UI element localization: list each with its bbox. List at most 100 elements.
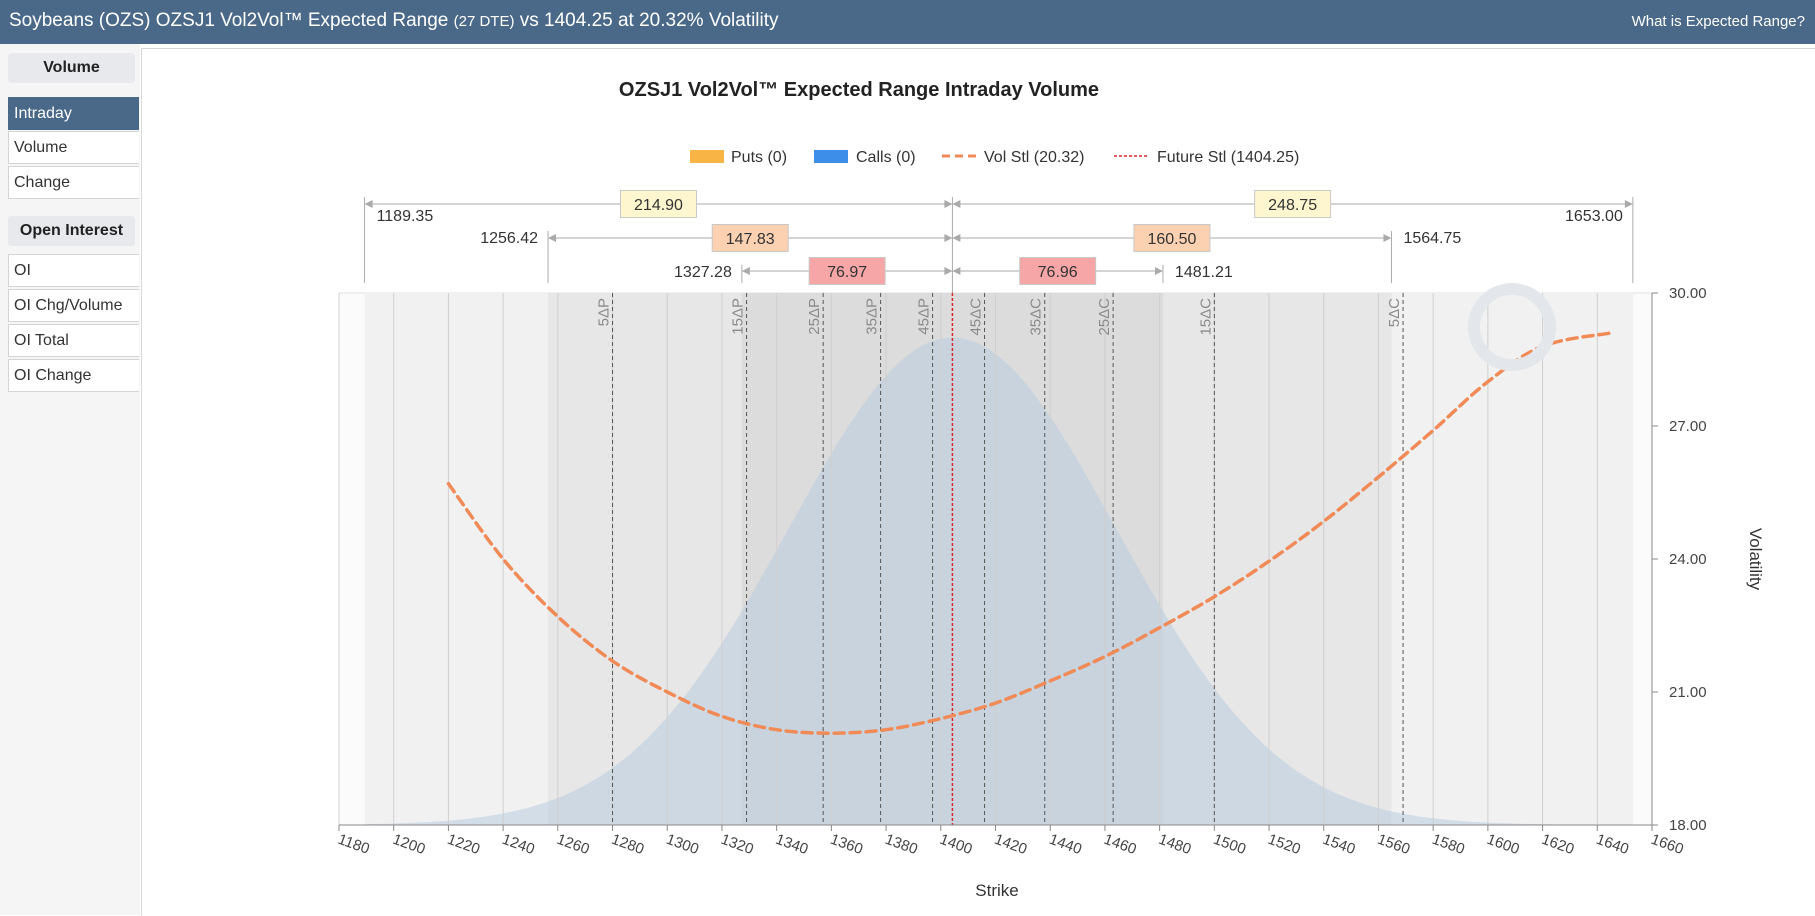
sidebar-item-oi[interactable]: OI: [8, 254, 139, 287]
legend-label-puts: Puts (0): [731, 149, 787, 166]
watermark-logo: [1468, 283, 1556, 371]
range-down-box: [808, 257, 886, 285]
range-arrow-right: [1383, 234, 1392, 242]
x-tick-label: 1560: [1375, 831, 1412, 858]
delta-label: 15ΔC: [1197, 298, 1214, 336]
legend-swatch-puts: [690, 150, 724, 163]
y-tick-label: 18.00: [1669, 817, 1707, 834]
range-high-label-3: 1481.21: [1175, 264, 1233, 281]
title-dte: (27 DTE): [453, 13, 515, 30]
range-up-box: [1254, 190, 1332, 218]
y-axis-label: Volatility: [1746, 528, 1765, 591]
title-main: Soybeans (OZS) OZSJ1 Vol2Vol™ Expected R…: [9, 10, 449, 31]
delta-label: 5ΔC: [1386, 298, 1403, 327]
range-arrow-left: [364, 200, 373, 208]
y-tick-label: 30.00: [1669, 285, 1707, 302]
range-up-value: 160.50: [1147, 231, 1196, 248]
range-arrow-center-left: [944, 267, 953, 275]
legend-label-vol-stl: Vol Stl (20.32): [984, 149, 1085, 166]
sidebar: Volume Intraday Volume Change Open Inter…: [0, 44, 140, 915]
sidebar-item-oi-change[interactable]: OI Change: [8, 359, 139, 392]
range-arrow-left: [548, 234, 557, 242]
title-rest: vs 1404.25 at 20.32% Volatility: [519, 10, 779, 31]
x-tick-label: 1660: [1649, 831, 1686, 858]
x-tick-label: 1580: [1430, 831, 1467, 858]
y-tick-label: 21.00: [1669, 684, 1707, 701]
x-tick-label: 1300: [664, 831, 701, 858]
x-tick-label: 1640: [1594, 831, 1631, 858]
y-tick-label: 27.00: [1669, 418, 1707, 435]
page-title: Soybeans (OZS) OZSJ1 Vol2Vol™ Expected R…: [9, 10, 779, 32]
range-arrow-center-right: [952, 267, 961, 275]
range-arrow-left: [741, 267, 750, 275]
x-tick-label: 1260: [554, 831, 591, 858]
x-axis-label: Strike: [975, 881, 1018, 900]
range-arrow-right: [1154, 267, 1163, 275]
header-bar: Soybeans (OZS) OZSJ1 Vol2Vol™ Expected R…: [0, 0, 1815, 44]
range-arrow-center-left: [944, 200, 953, 208]
vol-stl-curve: [446, 331, 1613, 735]
range-down-value: 76.97: [827, 264, 867, 281]
delta-label: 35ΔC: [1028, 298, 1045, 336]
range-low-label-3: 1327.28: [674, 264, 732, 281]
x-tick-label: 1620: [1539, 831, 1576, 858]
expected-range-chart: OZSJ1 Vol2Vol™ Expected Range Intraday V…: [336, 79, 1765, 900]
range-up-value: 76.96: [1038, 264, 1078, 281]
sidebar-heading-open-interest: Open Interest: [8, 216, 135, 246]
legend-swatch-calls: [814, 150, 848, 163]
range-up-value: 248.75: [1268, 197, 1317, 214]
range-arrow-center-left: [944, 234, 953, 242]
x-tick-label: 1200: [390, 831, 427, 858]
delta-label: 25ΔC: [1096, 298, 1113, 336]
range-down-value: 147.83: [726, 231, 775, 248]
x-tick-label: 1600: [1485, 831, 1522, 858]
range-arrow-right: [1624, 200, 1633, 208]
delta-label: 25ΔP: [806, 298, 823, 335]
x-tick-label: 1400: [937, 831, 974, 858]
delta-label: 15ΔP: [730, 298, 747, 335]
range-arrow-center-right: [952, 234, 961, 242]
x-tick-label: 1420: [992, 831, 1029, 858]
x-tick-label: 1340: [773, 831, 810, 858]
x-tick-label: 1460: [1102, 831, 1139, 858]
x-tick-label: 1500: [1211, 831, 1248, 858]
range-up-box: [1133, 224, 1211, 252]
range-high-label-1: 1653.00: [1565, 208, 1623, 225]
x-tick-label: 1220: [445, 831, 482, 858]
delta-label: 35ΔP: [864, 298, 881, 335]
range-low-label-2: 1256.42: [480, 230, 538, 247]
x-tick-label: 1180: [336, 831, 372, 858]
sidebar-item-oi-chg-volume[interactable]: OI Chg/Volume: [8, 289, 139, 322]
x-tick-label: 1280: [609, 831, 646, 858]
x-tick-label: 1360: [828, 831, 865, 858]
sidebar-item-volume[interactable]: Volume: [8, 131, 139, 164]
chart-title: OZSJ1 Vol2Vol™ Expected Range Intraday V…: [619, 79, 1099, 101]
x-tick-label: 1540: [1320, 831, 1357, 858]
range-high-label-2: 1564.75: [1403, 230, 1461, 247]
sidebar-item-change[interactable]: Change: [8, 166, 139, 199]
chart-panel: OZSJ1 Vol2Vol™ Expected Range Intraday V…: [141, 48, 1815, 916]
y-tick-label: 24.00: [1669, 551, 1707, 568]
legend-label-calls: Calls (0): [856, 149, 916, 166]
range-down-box: [619, 190, 697, 218]
sidebar-heading-volume: Volume: [8, 53, 135, 83]
distribution-curve: [366, 337, 1633, 825]
range-low-label-1: 1189.35: [377, 208, 434, 225]
legend-label-future-stl: Future Stl (1404.25): [1157, 149, 1299, 166]
delta-label: 45ΔC: [968, 298, 985, 336]
range-down-box: [711, 224, 789, 252]
x-tick-label: 1240: [500, 831, 537, 858]
sidebar-item-intraday[interactable]: Intraday: [8, 97, 139, 130]
delta-label: 45ΔP: [916, 298, 933, 335]
x-tick-label: 1520: [1266, 831, 1303, 858]
x-tick-label: 1320: [719, 831, 756, 858]
range-up-box: [1019, 257, 1097, 285]
x-tick-label: 1440: [1047, 831, 1084, 858]
x-tick-label: 1480: [1156, 831, 1193, 858]
range-arrow-center-right: [952, 200, 961, 208]
sidebar-item-oi-total[interactable]: OI Total: [8, 324, 139, 357]
x-tick-label: 1380: [883, 831, 920, 858]
expected-range-help-link[interactable]: What is Expected Range?: [1631, 13, 1805, 30]
range-down-value: 214.90: [634, 197, 683, 214]
delta-label: 5ΔP: [596, 298, 613, 326]
